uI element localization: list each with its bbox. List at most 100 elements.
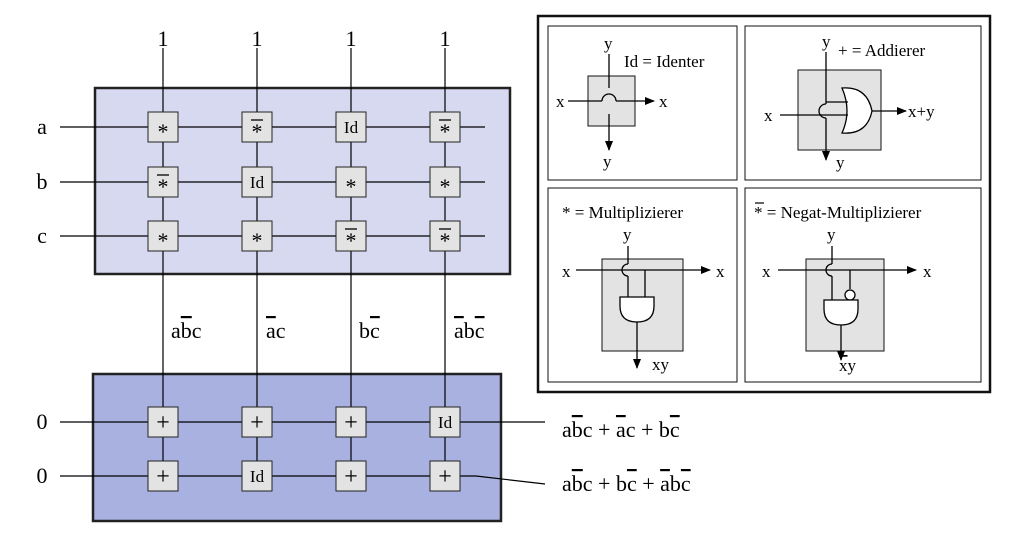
term-part: c <box>626 417 636 442</box>
negated-variable: a <box>660 471 670 496</box>
or-cell: Id <box>429 406 461 438</box>
multiplizierer-title: * = Multiplizierer <box>562 203 683 222</box>
or-cell: + <box>335 406 367 438</box>
identer-in-top: y <box>604 34 613 53</box>
cell-box <box>429 220 461 252</box>
term-part: b <box>616 471 627 496</box>
row-input-label: 0 <box>37 409 48 434</box>
negated-variable: c <box>475 318 485 343</box>
cell-box <box>429 166 461 198</box>
cell-symbol: Id <box>250 467 265 486</box>
addierer-out-right: x+y <box>908 102 935 121</box>
legend-negat-multiplizierer: * = Negat-Multiplizierer y x x xy <box>744 187 982 383</box>
negated-variable: c <box>370 318 380 343</box>
cell-symbol: Id <box>438 413 453 432</box>
addierer-out-bottom: y <box>836 153 845 172</box>
output-wire <box>475 475 546 485</box>
negated-variable: a <box>454 318 464 343</box>
negated-variable: c <box>627 471 637 496</box>
product-term-label: abc <box>171 318 202 343</box>
identer-out-right: x <box>659 92 668 111</box>
and-cell: * <box>429 111 461 144</box>
cell-box <box>241 166 273 198</box>
and-cell: Id <box>241 166 273 198</box>
or-cell: Id <box>241 460 273 492</box>
output-expression: abc + ac + bc <box>562 417 680 442</box>
legend-addierer: y + = Addierer x x+y y <box>744 25 982 181</box>
multiplizierer-in-left: x <box>562 262 571 281</box>
cell-box <box>335 111 367 143</box>
term-part: a <box>171 318 181 343</box>
term-part: c <box>192 318 202 343</box>
or-cell: + <box>147 406 179 438</box>
multiplizierer-out-bottom: xy <box>652 355 670 374</box>
cell-symbol: + <box>344 464 358 490</box>
negat-out-bottom-neg: x <box>839 356 848 375</box>
and-cell: * <box>241 111 273 144</box>
row-input-label: b <box>37 169 48 194</box>
cell-symbol: * <box>346 228 357 253</box>
cell-symbol: Id <box>344 118 359 137</box>
identer-title: Id = Identer <box>624 52 705 71</box>
term-part: + <box>593 471 616 496</box>
legend: Id = Identer y x x y y + = Addierer x <box>536 14 992 394</box>
row-input-label: c <box>37 223 47 248</box>
legend-identer: Id = Identer y x x y <box>547 25 738 181</box>
negat-in-top: y <box>827 225 836 244</box>
cell-box <box>241 406 273 438</box>
product-term-label: bc <box>359 318 380 343</box>
cell-symbol: + <box>344 410 358 436</box>
negated-variable: c <box>681 471 691 496</box>
cell-box <box>147 166 179 198</box>
cell-box <box>241 460 273 492</box>
term-part: + <box>637 471 660 496</box>
cell-symbol: * <box>158 228 169 253</box>
cells: * * Id * * Id * * * * * * + + + Id + Id + + <box>147 111 461 492</box>
output-expression: abc + bc + abc <box>562 471 691 496</box>
cell-symbol: + <box>156 410 170 436</box>
product-term-label: ac <box>266 318 286 343</box>
top-input-label: 1 <box>158 26 169 51</box>
cell-box <box>335 406 367 438</box>
cell-symbol: Id <box>250 173 265 192</box>
or-cell: + <box>429 460 461 492</box>
term-part: + <box>635 417 658 442</box>
term-part: b <box>464 318 475 343</box>
term-part: c <box>276 318 286 343</box>
cell-symbol: * <box>252 119 263 144</box>
term-part: + <box>593 417 616 442</box>
addierer-title: + = Addierer <box>838 41 925 60</box>
top-input-label: 1 <box>252 26 263 51</box>
and-cell: Id <box>335 111 367 143</box>
or-plane <box>91 372 503 523</box>
and-cell: * <box>241 220 273 253</box>
cell-box <box>241 111 273 143</box>
cell-symbol: * <box>440 119 451 144</box>
cell-symbol: * <box>346 174 357 199</box>
row-input-label: 0 <box>37 463 48 488</box>
and-cell: * <box>429 166 461 199</box>
cell-symbol: * <box>158 119 169 144</box>
cell-symbol: * <box>252 228 263 253</box>
term-part: c <box>583 471 593 496</box>
negat-out-right: x <box>923 262 932 281</box>
cell-box <box>147 406 179 438</box>
negat-out-bottom: xy <box>839 356 857 375</box>
negat-title-rest: = Negat-Multiplizierer <box>763 203 922 222</box>
product-term-label: abc <box>454 318 485 343</box>
top-input-label: 1 <box>440 26 451 51</box>
cell-box <box>335 220 367 252</box>
cell-box <box>147 111 179 143</box>
cell-box <box>147 460 179 492</box>
cell-box <box>335 166 367 198</box>
identer-out-bottom: y <box>603 152 612 171</box>
addierer-in-top: y <box>822 32 831 51</box>
term-part: b <box>659 417 670 442</box>
term-part: b <box>670 471 681 496</box>
cell-box <box>147 220 179 252</box>
multiplizierer-in-top: y <box>623 225 632 244</box>
cell-symbol: + <box>438 464 452 490</box>
negated-variable: c <box>670 417 680 442</box>
